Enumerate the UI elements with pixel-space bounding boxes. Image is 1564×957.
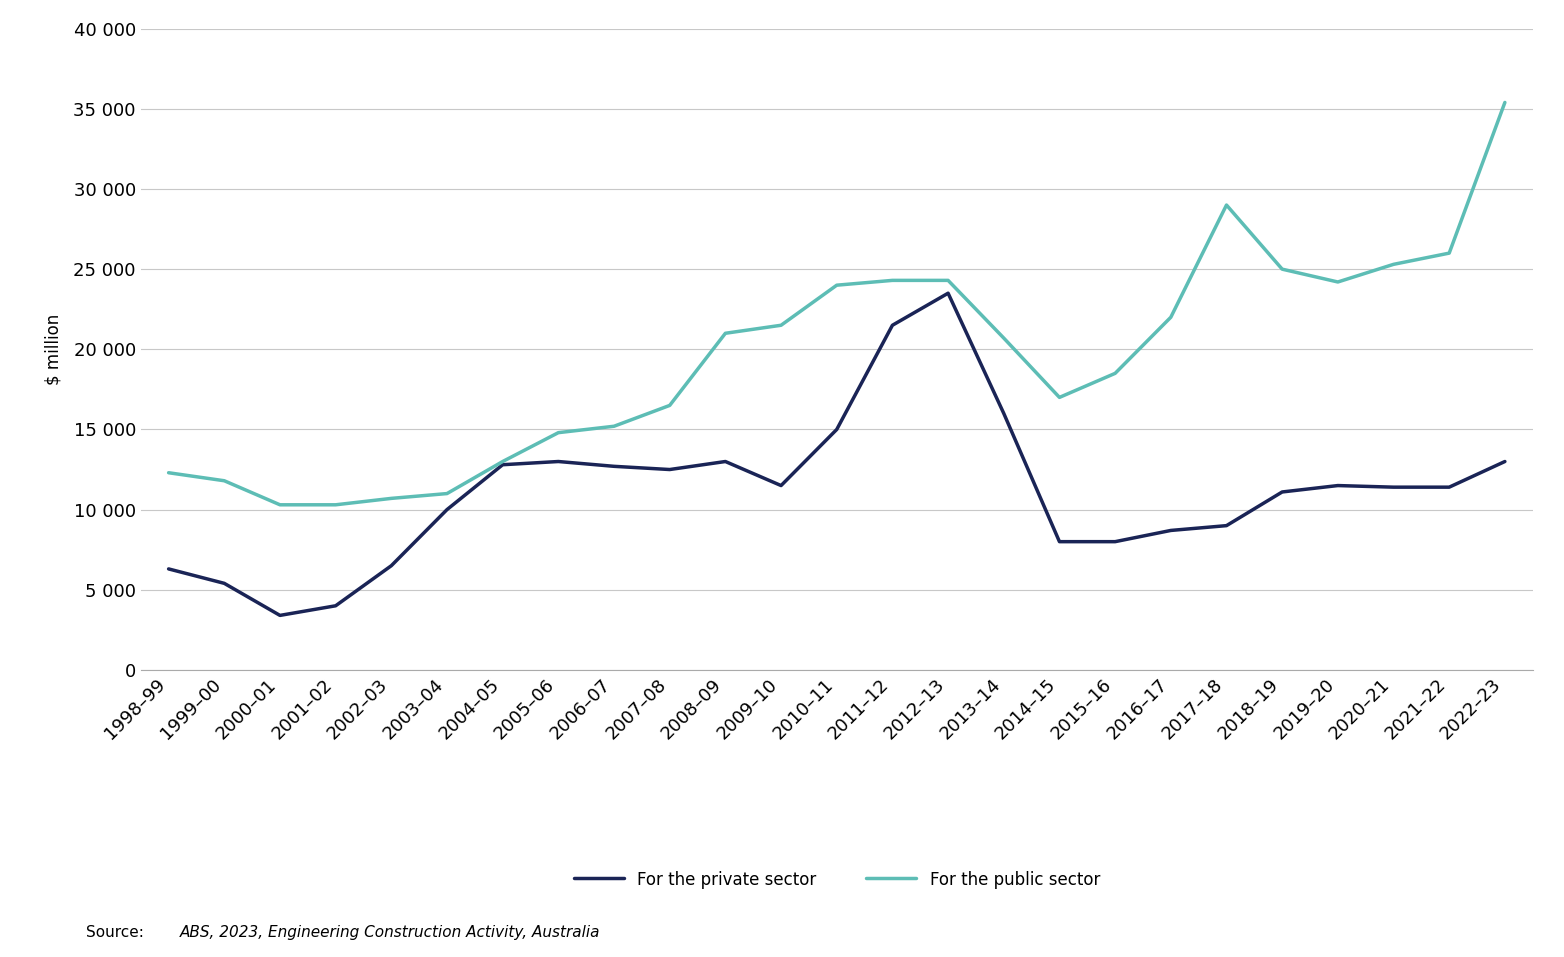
For the public sector [382,493,400,504]
For the private sector [938,287,957,299]
Text: ABS, 2023, Engineering Construction Activity, Australia: ABS, 2023, Engineering Construction Acti… [180,924,601,940]
For the private sector [493,459,511,471]
For the public sector [1106,367,1125,379]
For the private sector [771,479,790,491]
For the public sector [160,467,178,478]
For the private sector [214,578,233,590]
For the public sector [214,475,233,486]
For the private sector [327,600,346,612]
For the public sector [549,427,568,438]
For the public sector [1384,258,1403,270]
For the private sector [549,456,568,467]
For the public sector [827,279,846,291]
For the public sector [327,499,346,510]
For the public sector [1273,263,1292,275]
Line: For the public sector: For the public sector [169,102,1505,504]
For the private sector [884,320,902,331]
For the public sector [995,332,1013,344]
Y-axis label: $ million: $ million [44,314,63,385]
For the private sector [660,464,679,476]
For the private sector [1273,486,1292,498]
For the public sector [1049,391,1068,403]
For the private sector [160,563,178,574]
For the private sector [995,408,1013,419]
For the private sector [1106,536,1125,547]
For the private sector [1440,481,1459,493]
Text: Source:: Source: [86,924,144,940]
For the private sector [382,560,400,571]
For the private sector [1328,479,1347,491]
For the public sector [1217,199,1236,211]
For the public sector [1328,277,1347,288]
For the public sector [1495,97,1514,108]
For the private sector [1049,536,1068,547]
For the public sector [716,327,735,339]
For the private sector [1495,456,1514,467]
For the public sector [605,420,624,432]
For the public sector [938,275,957,286]
For the public sector [771,320,790,331]
For the public sector [438,488,457,500]
For the public sector [1162,311,1181,323]
For the public sector [884,275,902,286]
For the private sector [438,503,457,515]
For the private sector [827,424,846,435]
For the private sector [605,460,624,472]
For the public sector [660,400,679,412]
For the private sector [271,610,289,621]
Legend: For the private sector, For the public sector: For the private sector, For the public s… [574,871,1099,889]
For the private sector [1217,520,1236,531]
For the private sector [1162,524,1181,536]
For the public sector [493,456,511,467]
For the public sector [1440,247,1459,258]
For the private sector [716,456,735,467]
For the public sector [271,499,289,510]
Line: For the private sector: For the private sector [169,293,1505,615]
For the private sector [1384,481,1403,493]
